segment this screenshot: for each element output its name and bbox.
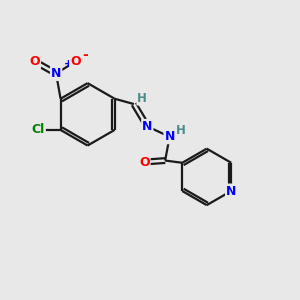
Text: O: O [70,55,81,68]
Text: N: N [51,67,61,80]
Text: O: O [139,155,150,169]
Text: H: H [176,124,186,137]
Text: H: H [137,92,147,105]
Text: Cl: Cl [32,123,45,136]
Text: O: O [29,55,40,68]
Text: +: + [64,59,72,69]
Text: N: N [226,184,236,197]
Text: N: N [164,130,175,143]
Text: -: - [82,48,88,62]
Text: N: N [142,120,152,133]
